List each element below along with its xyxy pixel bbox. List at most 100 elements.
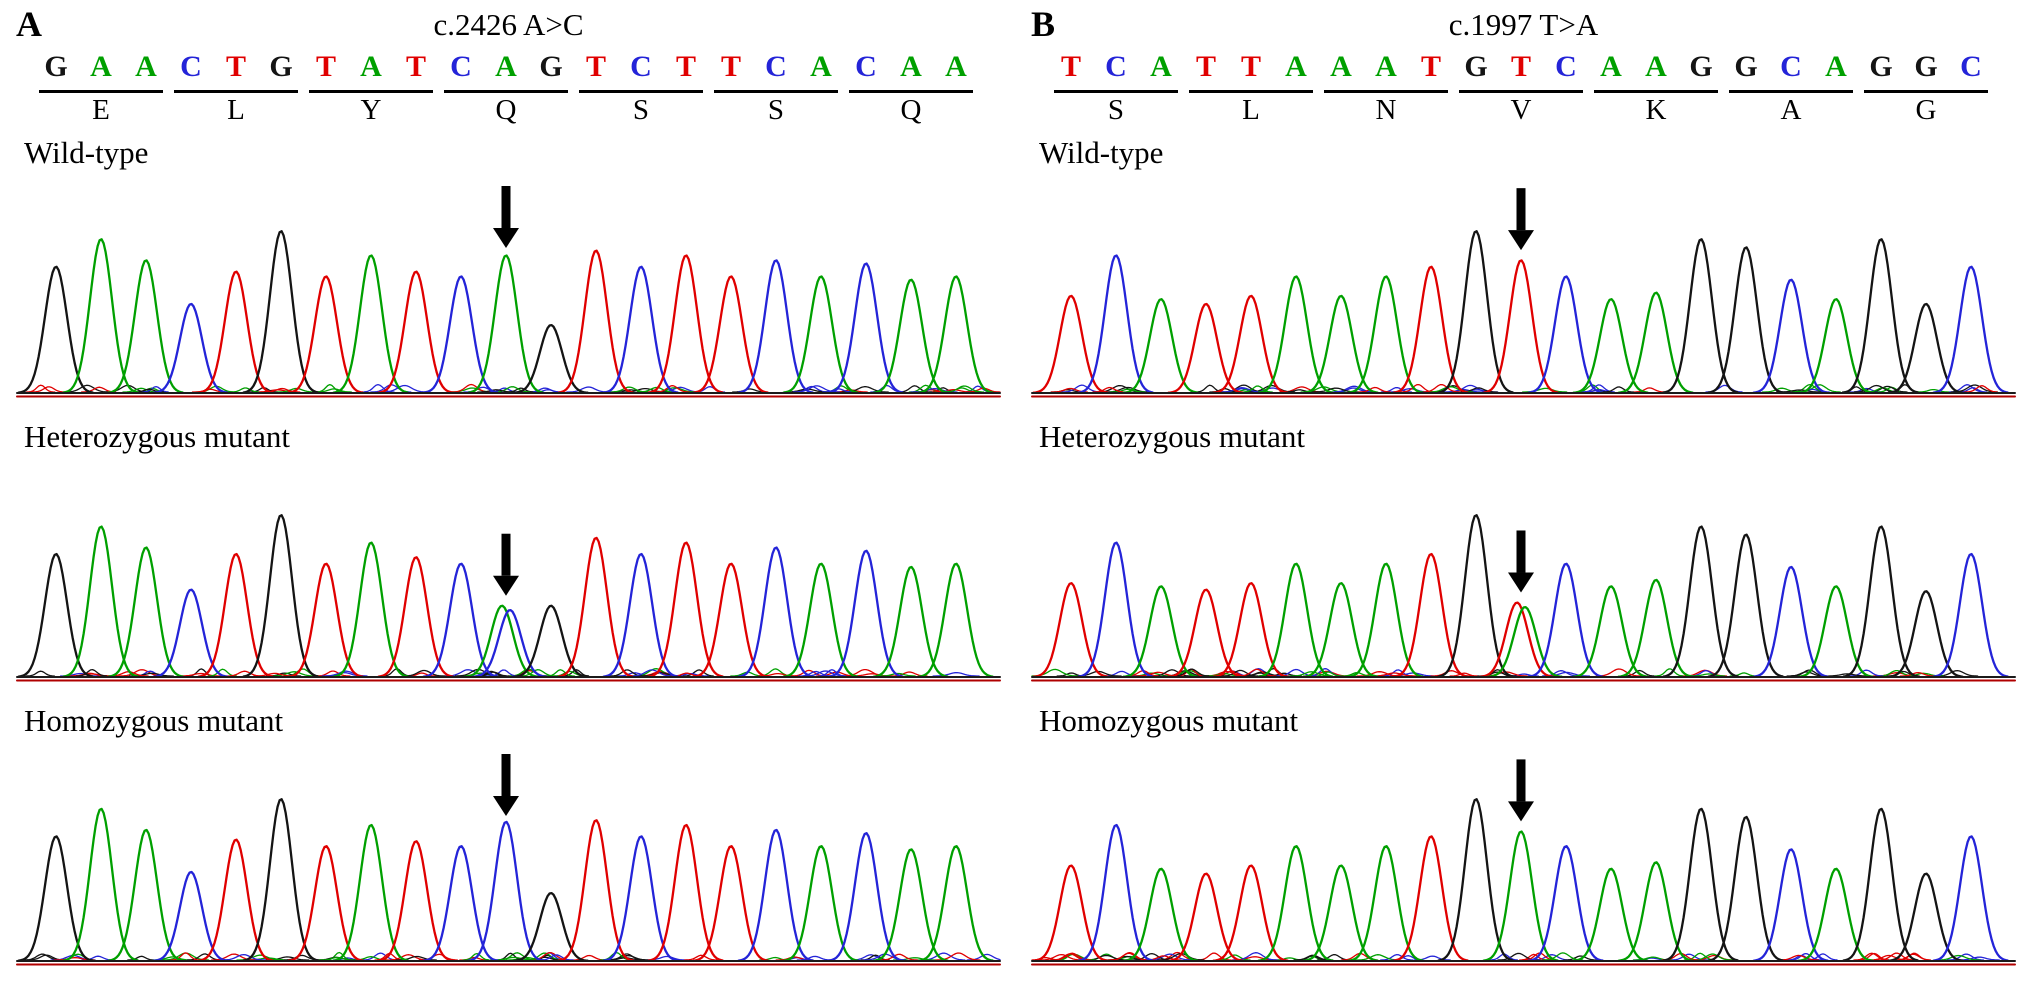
chromatogram-wild-type bbox=[1031, 174, 2016, 406]
chromatogram-heterozygous bbox=[16, 458, 1001, 690]
base-letter-G: G bbox=[1869, 50, 1893, 83]
base-letter-G: G bbox=[1689, 50, 1713, 83]
peak-T bbox=[287, 562, 364, 678]
chromatogram-trace-svg bbox=[1031, 188, 2016, 398]
baseline-noise bbox=[1876, 952, 1915, 961]
peak-A bbox=[1347, 562, 1424, 678]
baseline-noise bbox=[220, 953, 267, 961]
codon-underline bbox=[1594, 90, 1718, 93]
mutation-arrow bbox=[1508, 530, 1534, 593]
baseline-noise bbox=[315, 670, 351, 677]
baseline-noise bbox=[225, 670, 263, 677]
base-letter-C: C bbox=[765, 50, 787, 83]
baseline-noise bbox=[276, 387, 316, 393]
peak-G bbox=[17, 265, 94, 394]
baseline-noise bbox=[31, 386, 67, 393]
codon-underline bbox=[1459, 90, 1583, 93]
amino-acid-label: Q bbox=[495, 94, 517, 126]
baseline-noise bbox=[817, 669, 847, 677]
trace-block-homozygous: Homozygous mutant bbox=[1031, 700, 2016, 974]
peak-T bbox=[1482, 259, 1559, 394]
peak-A bbox=[1347, 275, 1424, 394]
peak-C bbox=[737, 828, 814, 962]
panel-header: B c.1997 T>A bbox=[1031, 6, 2016, 50]
peak-C bbox=[422, 562, 499, 678]
trace-label: Wild-type bbox=[24, 135, 149, 170]
peak-T bbox=[197, 270, 274, 394]
peak-C bbox=[422, 845, 499, 962]
baseline-noise bbox=[879, 953, 919, 961]
peak-G bbox=[1707, 815, 1784, 962]
peak-A bbox=[1486, 605, 1563, 678]
amino-acid-label: L bbox=[1242, 94, 1260, 126]
base-letter-A: A bbox=[900, 50, 922, 83]
panel-label: A bbox=[16, 4, 42, 44]
peak-T bbox=[1212, 294, 1289, 394]
peak-C bbox=[422, 275, 499, 394]
peak-A bbox=[1617, 291, 1694, 394]
codon-underline bbox=[714, 90, 838, 93]
baseline-noise bbox=[64, 384, 110, 393]
baseline-noise bbox=[1824, 673, 1870, 677]
baseline-noise bbox=[545, 669, 575, 677]
base-letter-C: C bbox=[630, 50, 652, 83]
base-letter-C: C bbox=[1780, 50, 1802, 83]
peak-C bbox=[152, 302, 229, 394]
amino-acid-label: E bbox=[92, 94, 110, 126]
baseline-noise bbox=[1289, 671, 1333, 677]
peak-T bbox=[692, 562, 769, 678]
chromatogram-homozygous bbox=[1031, 742, 2016, 974]
base-letter-C: C bbox=[1555, 50, 1577, 83]
amino-acid-label: V bbox=[1510, 94, 1532, 126]
baseline-noise bbox=[636, 386, 677, 393]
codon-underline bbox=[1864, 90, 1988, 93]
codon-underline bbox=[1324, 90, 1448, 93]
base-letter-A: A bbox=[90, 50, 112, 83]
base-letter-T: T bbox=[1420, 50, 1442, 83]
peak-A bbox=[467, 254, 544, 394]
baseline-noise bbox=[25, 670, 55, 677]
trace-block-wild-type: Wild-type bbox=[1031, 132, 2016, 406]
peak-A bbox=[463, 604, 540, 678]
baseline-noise bbox=[684, 954, 718, 961]
peak-G bbox=[512, 604, 589, 678]
codon-underline bbox=[1729, 90, 1853, 93]
peak-G bbox=[242, 798, 319, 962]
baseline-noise bbox=[682, 669, 714, 677]
peak-A bbox=[107, 546, 184, 678]
peak-G bbox=[17, 552, 94, 678]
peak-A bbox=[107, 259, 184, 394]
trace-block-heterozygous: Heterozygous mutant bbox=[16, 416, 1001, 690]
base-letter-A: A bbox=[495, 50, 517, 83]
base-letter-C: C bbox=[1960, 50, 1982, 83]
amino-acid-label: N bbox=[1375, 94, 1397, 126]
peak-G bbox=[242, 230, 319, 394]
baseline-noise bbox=[538, 954, 574, 961]
baseline-noise bbox=[628, 669, 675, 677]
peak-G bbox=[1887, 302, 1964, 394]
baseline-noise bbox=[402, 669, 446, 677]
mutation-title: c.2426 A>C bbox=[433, 7, 584, 42]
peak-A bbox=[332, 823, 409, 962]
peak-A bbox=[1122, 585, 1199, 678]
baseline-noise bbox=[314, 388, 352, 393]
peak-A bbox=[1482, 830, 1559, 962]
peak-G bbox=[1662, 525, 1739, 678]
base-letter-A: A bbox=[1825, 50, 1847, 83]
chromatogram-heterozygous bbox=[1031, 458, 2016, 690]
base-letter-G: G bbox=[1464, 50, 1488, 83]
amino-acid-label: S bbox=[1107, 94, 1125, 126]
peak-C bbox=[1752, 848, 1829, 962]
base-letter-A: A bbox=[1150, 50, 1172, 83]
peak-A bbox=[782, 275, 859, 394]
peak-G bbox=[1662, 238, 1739, 394]
baseline-noise bbox=[270, 671, 316, 677]
trace-label: Wild-type bbox=[1039, 135, 1164, 170]
baseline-noise bbox=[1092, 386, 1126, 393]
peak-C bbox=[737, 259, 814, 394]
base-letter-G: G bbox=[1914, 50, 1938, 83]
peak-A bbox=[107, 828, 184, 962]
